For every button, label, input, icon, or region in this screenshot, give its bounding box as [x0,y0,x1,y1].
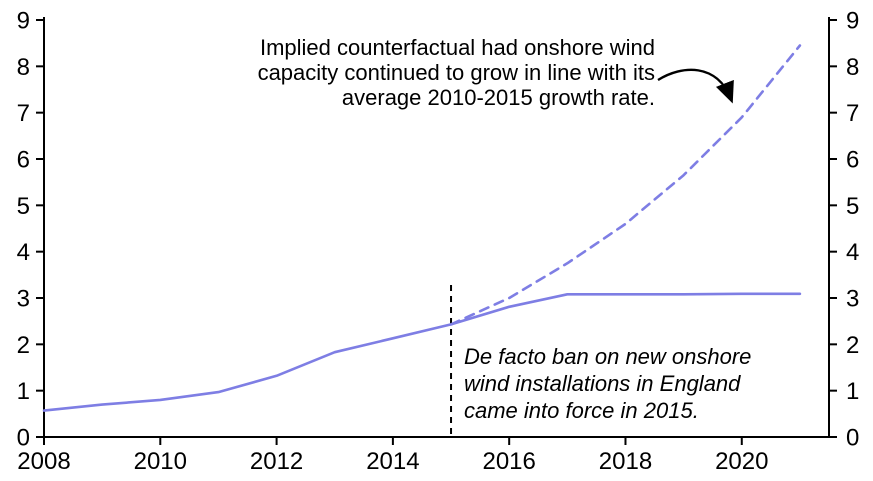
y-axis-label-right: 8 [846,54,859,81]
annotation-counterfactual-line1: Implied counterfactual had onshore wind [259,35,655,60]
annotation-ban-line3: came into force in 2015. [464,398,699,423]
annotation-counterfactual: Implied counterfactual had onshore wind … [213,35,655,110]
y-axis-label-right: 6 [846,147,859,174]
y-axis-label-left: 8 [17,54,30,81]
series-implied-counterfactual [449,44,802,326]
chart-axes: 0 0 1 1 2 2 3 3 4 4 5 5 6 6 7 7 8 8 9 9 2008 2010 2012 2014 2016… [17,8,860,476]
x-axis-label: 2018 [599,448,652,475]
y-axis-label-right: 4 [846,239,859,266]
annotation-counterfactual-line3: average 2010-2015 growth rate. [341,85,655,110]
arrow-to-counterfactual-icon [657,68,734,104]
y-axis-label-left: 9 [17,8,30,35]
y-axis-label-left: 5 [17,193,30,220]
series-actual-onshore-wind-capacity [42,292,802,412]
chart-series [42,44,802,437]
annotation-ban: De facto ban on new onshore wind install… [464,343,784,424]
x-axis-label: 2010 [134,448,187,475]
y-axis-label-left: 1 [17,378,30,405]
x-axis-label: 2012 [250,448,303,475]
y-axis-label-right: 1 [846,378,859,405]
y-axis-label-left: 3 [17,286,30,313]
y-axis-label-right: 3 [846,286,859,313]
y-axis-label-right: 9 [846,8,859,35]
y-axis-label-left: 4 [17,239,30,266]
y-axis-label-left: 2 [17,332,30,359]
y-axis-label-right: 2 [846,332,859,359]
y-axis-label-left: 0 [17,425,30,452]
annotation-ban-line2: wind installations in England [464,371,741,396]
y-axis-label-right: 5 [846,193,859,220]
y-axis-label-right: 0 [846,425,859,452]
y-axis-label-right: 7 [846,100,859,127]
x-axis-label: 2020 [715,448,768,475]
annotation-ban-line1: De facto ban on new onshore [464,344,752,369]
x-axis-label: 2014 [366,448,419,475]
y-axis-label-left: 6 [17,147,30,174]
x-axis-label: 2016 [482,448,535,475]
x-axis-label: 2008 [17,448,70,475]
y-axis-label-left: 7 [17,100,30,127]
annotation-counterfactual-line2: capacity continued to grow in line with … [257,60,655,85]
